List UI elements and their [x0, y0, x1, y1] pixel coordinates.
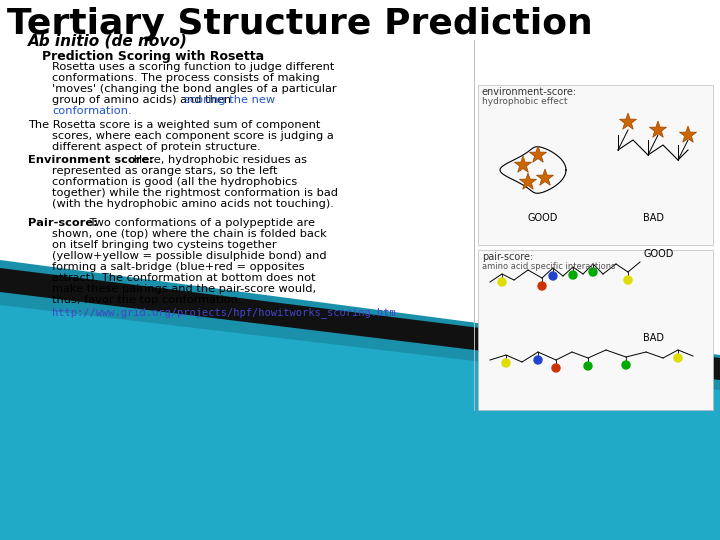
Text: (with the hydrophobic amino acids not touching).: (with the hydrophobic amino acids not to…: [52, 199, 334, 209]
Circle shape: [569, 271, 577, 279]
Text: Pair-score:: Pair-score:: [28, 218, 98, 228]
Text: environment-score:: environment-score:: [482, 87, 577, 97]
Text: Environment score:: Environment score:: [28, 155, 154, 165]
Circle shape: [502, 359, 510, 367]
Text: http://www.grid.org/projects/hpf/howitworks_scoring.htm: http://www.grid.org/projects/hpf/howitwo…: [52, 307, 396, 318]
Polygon shape: [536, 169, 554, 185]
Text: conformations. The process consists of making: conformations. The process consists of m…: [52, 73, 320, 83]
Text: Here, hydrophobic residues as: Here, hydrophobic residues as: [130, 155, 307, 165]
Polygon shape: [515, 156, 531, 172]
Text: BAD: BAD: [643, 333, 664, 343]
Polygon shape: [529, 146, 546, 163]
Text: conformation is good (all the hydrophobics: conformation is good (all the hydrophobi…: [52, 177, 297, 187]
Circle shape: [498, 278, 506, 286]
Text: Two conformations of a polypeptide are: Two conformations of a polypeptide are: [86, 218, 315, 228]
Text: different aspect of protein structure.: different aspect of protein structure.: [52, 142, 261, 152]
Circle shape: [589, 268, 597, 276]
Bar: [478, 85, 713, 245]
Polygon shape: [0, 268, 720, 380]
Circle shape: [674, 354, 682, 362]
Text: GOOD: GOOD: [643, 249, 673, 259]
Text: represented as orange stars, so the left: represented as orange stars, so the left: [52, 166, 277, 176]
Text: thus, favor the top conformation.: thus, favor the top conformation.: [52, 295, 242, 305]
Polygon shape: [619, 113, 636, 129]
Text: The Rosetta score is a weighted sum of component: The Rosetta score is a weighted sum of c…: [28, 120, 320, 130]
Text: make these pairings and the pair-score would,: make these pairings and the pair-score w…: [52, 284, 316, 294]
Bar: [478, 250, 713, 410]
Text: BAD: BAD: [642, 213, 664, 223]
Circle shape: [624, 276, 632, 284]
Circle shape: [534, 356, 542, 364]
Text: Tertiary Structure Prediction: Tertiary Structure Prediction: [7, 7, 593, 41]
Text: conformation.: conformation.: [52, 106, 132, 116]
Text: scores, where each component score is judging a: scores, where each component score is ju…: [52, 131, 334, 141]
Polygon shape: [0, 305, 720, 540]
Text: pair-score:: pair-score:: [482, 252, 534, 262]
Polygon shape: [519, 173, 536, 190]
Circle shape: [622, 361, 630, 369]
Text: hydrophobic effect: hydrophobic effect: [482, 97, 567, 106]
Text: shown, one (top) where the chain is folded back: shown, one (top) where the chain is fold…: [52, 229, 327, 239]
Text: group of amino acids) and then: group of amino acids) and then: [52, 95, 235, 105]
Text: amino acid specific interactions: amino acid specific interactions: [482, 262, 616, 271]
Text: on itself bringing two cysteins together: on itself bringing two cysteins together: [52, 240, 276, 250]
Text: (yellow+yellow = possible disulphide bond) and: (yellow+yellow = possible disulphide bon…: [52, 251, 327, 261]
Polygon shape: [0, 260, 720, 540]
Text: Ab initio (de novo): Ab initio (de novo): [28, 34, 188, 49]
Text: scoring the new: scoring the new: [184, 95, 275, 105]
Text: GOOD: GOOD: [528, 213, 558, 223]
Text: forming a salt-bridge (blue+red = opposites: forming a salt-bridge (blue+red = opposi…: [52, 262, 305, 272]
Circle shape: [538, 282, 546, 290]
Polygon shape: [680, 126, 696, 142]
Circle shape: [584, 362, 592, 370]
Circle shape: [549, 272, 557, 280]
Text: 'moves' (changing the bond angles of a particular: 'moves' (changing the bond angles of a p…: [52, 84, 337, 94]
Text: Rosetta uses a scoring function to judge different: Rosetta uses a scoring function to judge…: [52, 62, 334, 72]
Text: together) while the rightmost conformation is bad: together) while the rightmost conformati…: [52, 188, 338, 198]
Text: Prediction Scoring with Rosetta: Prediction Scoring with Rosetta: [42, 50, 264, 63]
Polygon shape: [649, 121, 667, 137]
Text: attract). The conformation at bottom does not: attract). The conformation at bottom doe…: [52, 273, 315, 283]
Circle shape: [552, 364, 560, 372]
